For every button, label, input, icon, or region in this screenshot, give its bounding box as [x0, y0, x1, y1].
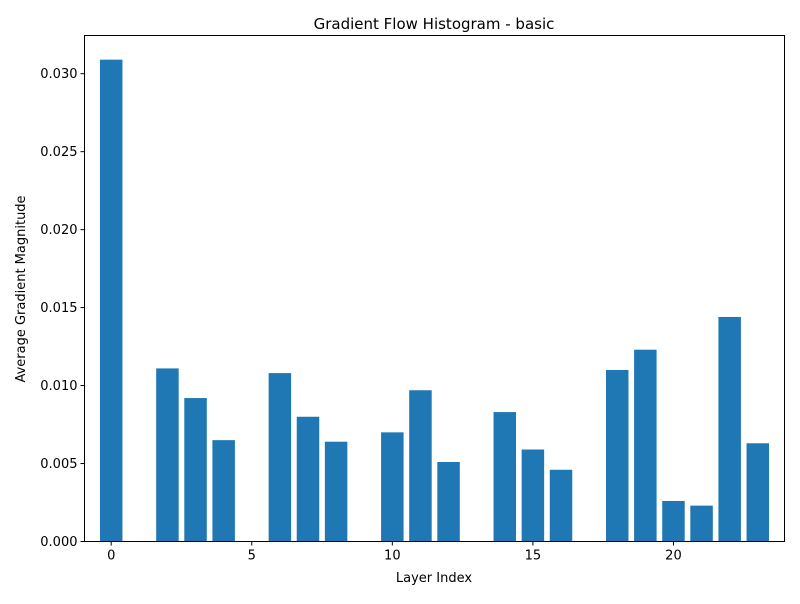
y-tick-label: 0.015: [40, 301, 77, 316]
bar-layer-20: [662, 500, 685, 542]
bar-layer-0: [99, 59, 123, 542]
x-axis-label: Layer Index: [396, 571, 472, 586]
y-tick-label: 0.000: [40, 535, 77, 550]
y-tick-label: 0.025: [40, 145, 77, 160]
y-tick-label: 0.030: [40, 67, 77, 82]
bar-layer-14: [493, 412, 517, 542]
y-axis-label: Average Gradient Magnitude: [14, 195, 29, 382]
bar-layer-16: [549, 469, 573, 542]
bar-layer-3: [184, 398, 207, 542]
x-tick-label: 20: [665, 549, 682, 564]
x-tick-label: 5: [248, 549, 256, 564]
plot-frame: [84, 35, 785, 542]
bar-layer-18: [605, 369, 629, 542]
bars-group: [99, 59, 770, 542]
bar-layer-19: [634, 349, 657, 542]
bar-layer-4: [212, 440, 235, 542]
chart-title: Gradient Flow Histogram - basic: [314, 15, 555, 33]
y-axis-ticks: 0.000 0.005 0.010 0.015 0.020 0.025 0.030: [40, 67, 85, 550]
x-axis-ticks: 0 5 10 15 20: [107, 541, 682, 564]
bar-layer-7: [296, 416, 320, 542]
bar-layer-21: [690, 505, 713, 542]
y-tick-label: 0.005: [40, 457, 77, 472]
bar-layer-2: [156, 368, 179, 542]
y-tick-label: 0.020: [40, 223, 77, 238]
x-tick-label: 15: [525, 549, 542, 564]
bar-layer-8: [324, 441, 348, 542]
x-tick-label: 0: [107, 549, 115, 564]
y-tick-label: 0.010: [40, 379, 77, 394]
bar-layer-12: [437, 461, 460, 542]
bar-layer-22: [718, 316, 741, 542]
bar-layer-15: [521, 449, 545, 542]
x-tick-label: 10: [384, 549, 401, 564]
bar-layer-6: [268, 373, 292, 542]
bar-layer-23: [746, 443, 770, 542]
bar-layer-11: [409, 390, 432, 542]
bar-layer-10: [381, 432, 404, 542]
